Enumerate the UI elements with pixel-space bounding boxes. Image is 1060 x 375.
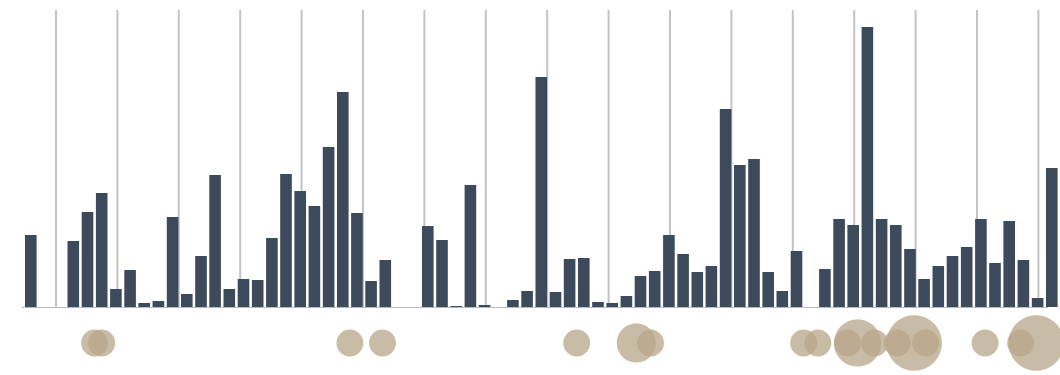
- bar: [450, 306, 462, 307]
- bar: [1017, 260, 1030, 307]
- bar: [620, 296, 633, 307]
- bar: [1046, 168, 1058, 307]
- bar: [833, 219, 845, 307]
- bar: [223, 289, 236, 307]
- bar: [251, 280, 264, 307]
- bar: [890, 225, 902, 307]
- bar-series: [25, 27, 1058, 307]
- bar: [719, 109, 732, 307]
- bubble: [912, 329, 940, 357]
- bar: [351, 213, 363, 307]
- bar: [436, 240, 448, 307]
- bar: [266, 238, 278, 307]
- bar: [365, 281, 377, 307]
- bar: [379, 260, 392, 307]
- bubble-row: [81, 315, 1060, 371]
- bar: [563, 259, 576, 307]
- bar: [322, 147, 335, 307]
- bar: [110, 289, 122, 307]
- bar: [918, 279, 930, 307]
- bar: [507, 300, 519, 307]
- bar: [606, 303, 618, 307]
- bar: [734, 165, 746, 307]
- bar: [946, 256, 959, 307]
- bar: [932, 266, 945, 307]
- bubble: [971, 329, 999, 357]
- bar: [1003, 221, 1015, 307]
- bar: [521, 291, 533, 307]
- bar: [124, 270, 136, 307]
- bar: [975, 219, 987, 307]
- bar: [776, 291, 789, 307]
- bar: [464, 185, 477, 307]
- bar: [847, 225, 859, 307]
- bubble: [336, 329, 364, 357]
- bar: [1031, 298, 1044, 307]
- bar: [195, 256, 207, 307]
- bar: [677, 254, 689, 307]
- bar: [25, 235, 37, 307]
- bar: [691, 272, 704, 307]
- bar: [95, 193, 108, 307]
- bar: [478, 305, 491, 307]
- bar: [422, 226, 434, 307]
- bar: [152, 301, 165, 307]
- bubble: [563, 329, 591, 357]
- bar: [535, 77, 548, 307]
- bubble: [369, 329, 396, 357]
- bar: [81, 212, 94, 307]
- bubble: [637, 329, 664, 357]
- bar: [549, 292, 562, 307]
- bar: [578, 258, 590, 307]
- bar: [280, 174, 292, 307]
- bar: [762, 272, 774, 307]
- bar: [648, 271, 661, 307]
- bar: [663, 235, 675, 307]
- bar: [308, 206, 321, 307]
- bar: [634, 276, 647, 307]
- bar: [861, 27, 874, 307]
- bar: [875, 219, 888, 307]
- bar: [748, 159, 760, 307]
- bar: [960, 247, 973, 307]
- bar: [294, 191, 306, 307]
- bar: [705, 266, 718, 307]
- bar: [819, 269, 831, 307]
- bar: [337, 92, 349, 307]
- bar: [904, 249, 916, 307]
- bubble: [1008, 315, 1060, 371]
- bar: [790, 251, 803, 307]
- bar: [138, 303, 150, 307]
- bar: [209, 175, 221, 307]
- bar: [989, 263, 1001, 307]
- bar: [67, 241, 80, 307]
- bubble: [804, 329, 832, 357]
- bar: [592, 302, 604, 307]
- bar: [166, 217, 179, 307]
- bubble: [88, 329, 116, 357]
- bar: [181, 294, 193, 307]
- bar: [237, 279, 250, 307]
- bubble: [861, 329, 888, 357]
